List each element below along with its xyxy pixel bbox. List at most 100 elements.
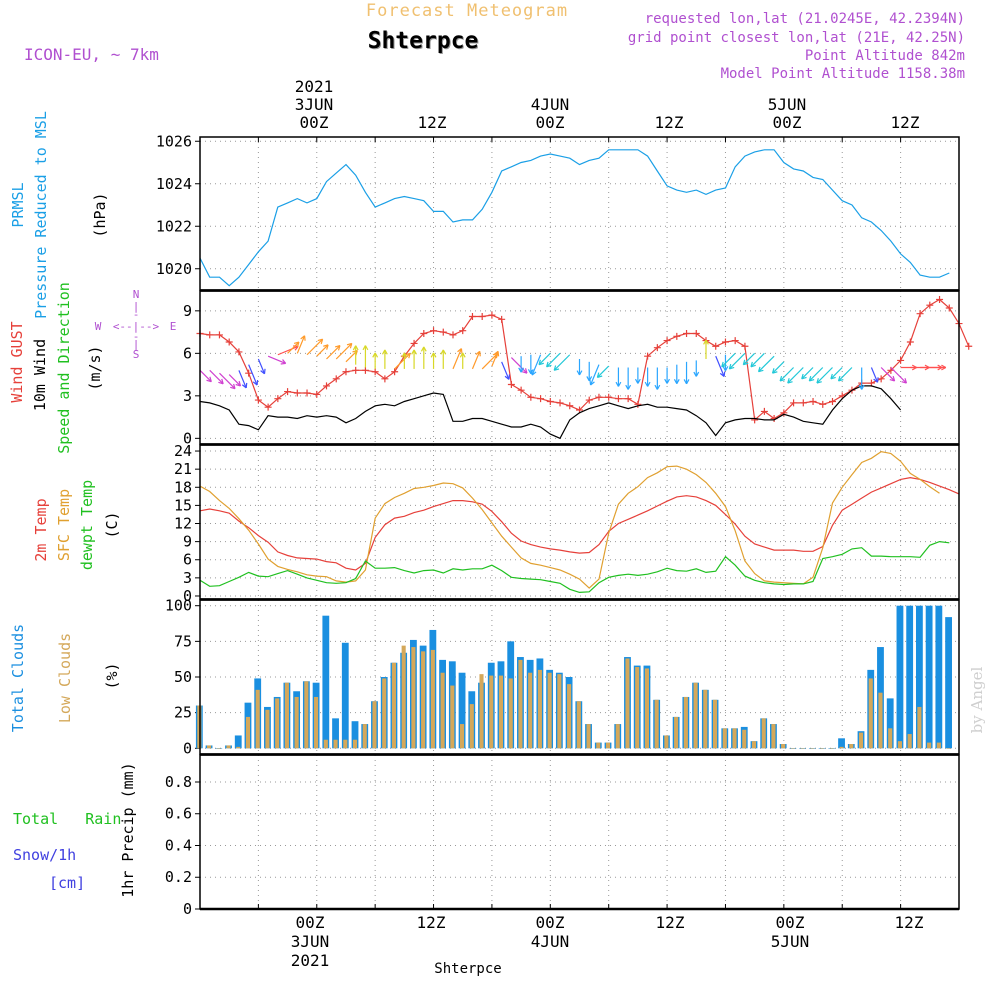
bottom-tick-4: 00Z 5JUN bbox=[771, 913, 810, 951]
wind-arrow bbox=[837, 367, 853, 382]
gust-marker bbox=[799, 399, 807, 407]
compass-e: E bbox=[170, 320, 177, 333]
low-cloud-bar bbox=[888, 728, 893, 749]
compass-rose: N | - W <--|--> E - | S bbox=[95, 288, 177, 361]
total-cloud-bar bbox=[322, 615, 330, 749]
low-cloud-bar bbox=[703, 689, 708, 749]
year-label: 2021 bbox=[295, 77, 334, 96]
wind-arrow bbox=[440, 349, 447, 369]
y-tick-label: 6 bbox=[183, 551, 192, 569]
y-tick-label: 0 bbox=[183, 900, 192, 918]
low-cloud-bar bbox=[664, 735, 669, 749]
gust-marker bbox=[692, 330, 700, 337]
low-cloud-bar bbox=[284, 682, 289, 749]
low-cloud-bar bbox=[790, 748, 795, 749]
y-tick-label: 0.2 bbox=[165, 868, 192, 886]
requested-coords: requested lon,lat (21.0245E, 42.2394N) bbox=[645, 11, 965, 27]
rain-label: Total Rain bbox=[13, 810, 121, 828]
gust-marker bbox=[439, 328, 447, 336]
wind-arrow bbox=[703, 339, 709, 359]
wind10-label: 10m Wind bbox=[31, 339, 49, 411]
bottom-tick-5: 12Z bbox=[895, 913, 924, 932]
hour-label: 12Z bbox=[417, 913, 446, 932]
total-cloud-bar bbox=[351, 721, 359, 749]
wind-arrow bbox=[693, 360, 700, 377]
wind-arrow bbox=[801, 367, 814, 380]
total-cloud-bar bbox=[341, 642, 349, 749]
prmsl-label: PRMSL bbox=[9, 182, 27, 227]
gust-marker bbox=[731, 337, 739, 345]
low-cloud-bar bbox=[401, 645, 406, 749]
low-cloud-bar bbox=[323, 739, 328, 749]
wind10-line bbox=[199, 385, 902, 440]
low-cloud-bar bbox=[771, 724, 776, 749]
wind-arrow bbox=[372, 352, 379, 369]
low-cloud-bar bbox=[713, 699, 718, 749]
wind-arrow bbox=[501, 361, 511, 380]
wind-arrow bbox=[929, 364, 947, 371]
top-tick-0: 2021 3JUN 00Z bbox=[295, 77, 334, 132]
sfc-label: SFC Temp bbox=[55, 489, 73, 561]
total-cloud-bar bbox=[332, 718, 339, 749]
wind-arrow bbox=[870, 367, 879, 383]
gust-marker bbox=[595, 393, 603, 401]
wind-arrow bbox=[527, 354, 534, 375]
wind-arrow bbox=[890, 367, 908, 384]
gust-marker bbox=[245, 369, 253, 377]
pressure-line bbox=[199, 149, 950, 287]
gust-marker bbox=[644, 352, 652, 360]
low-cloud-bar bbox=[275, 698, 280, 749]
low-cloud-bar bbox=[236, 746, 241, 749]
date-label: 3JUN bbox=[295, 95, 334, 114]
gust-marker bbox=[916, 310, 924, 318]
gust-marker bbox=[206, 331, 214, 339]
low-cloud-bar bbox=[683, 696, 688, 749]
low-cloud-bar bbox=[897, 741, 902, 749]
gust-marker bbox=[721, 338, 729, 346]
low-cloud-bar bbox=[304, 681, 309, 749]
low-cloud-bar bbox=[216, 748, 221, 749]
wind-arrow bbox=[248, 364, 259, 386]
precip-panel: 0 0.2 0.4 0.6 0.8 bbox=[165, 754, 960, 918]
y-tick-label: 0.4 bbox=[165, 836, 192, 854]
wind-arrow bbox=[326, 344, 341, 360]
low-cloud-bar bbox=[421, 651, 426, 749]
wind-arrow bbox=[471, 350, 481, 370]
wind-arrow bbox=[615, 367, 622, 387]
gust-marker bbox=[945, 304, 953, 312]
t2m-label: 2m Temp bbox=[32, 498, 50, 561]
date-label: 5JUN bbox=[771, 932, 810, 951]
wind-arrow bbox=[538, 352, 551, 366]
total-cloud-bar bbox=[234, 735, 242, 749]
wind-arrow bbox=[491, 350, 500, 367]
gust-marker bbox=[673, 332, 681, 340]
y-tick-label: 0.6 bbox=[165, 805, 192, 823]
low-cloud-bar bbox=[265, 709, 270, 749]
wind-arrow bbox=[715, 355, 726, 377]
gust-marker bbox=[906, 338, 914, 346]
wind-arrow bbox=[683, 361, 690, 385]
gust-marker bbox=[342, 368, 350, 376]
gust-line bbox=[199, 298, 970, 422]
hour-label: 12Z bbox=[895, 913, 924, 932]
pressure-panel: 1020 1022 1024 1026 bbox=[156, 132, 960, 291]
gust-marker bbox=[254, 396, 262, 404]
wind-arrow bbox=[654, 367, 661, 390]
total-cloud-bar bbox=[458, 672, 466, 749]
low-cloud-bar bbox=[460, 724, 465, 749]
top-time-axis: 2021 3JUN 00Z 12Z 4JUN 00Z 12Z 5JUN 00Z … bbox=[295, 77, 920, 132]
x-ticks bbox=[199, 137, 960, 911]
total-cloud-label: Total Clouds bbox=[9, 624, 27, 732]
low-cloud-bar bbox=[820, 748, 825, 749]
cm-label: [cm] bbox=[49, 874, 85, 892]
gust-marker bbox=[478, 313, 486, 320]
wind-arrow bbox=[750, 352, 765, 368]
hour-label: 00Z bbox=[536, 113, 565, 132]
wind-arrow bbox=[267, 355, 287, 365]
y-tick-label: 9 bbox=[183, 302, 192, 320]
gust-marker bbox=[653, 344, 661, 352]
y-tick-label: 3 bbox=[183, 569, 192, 587]
wind-arrow bbox=[742, 352, 756, 366]
gust-marker bbox=[965, 342, 973, 350]
